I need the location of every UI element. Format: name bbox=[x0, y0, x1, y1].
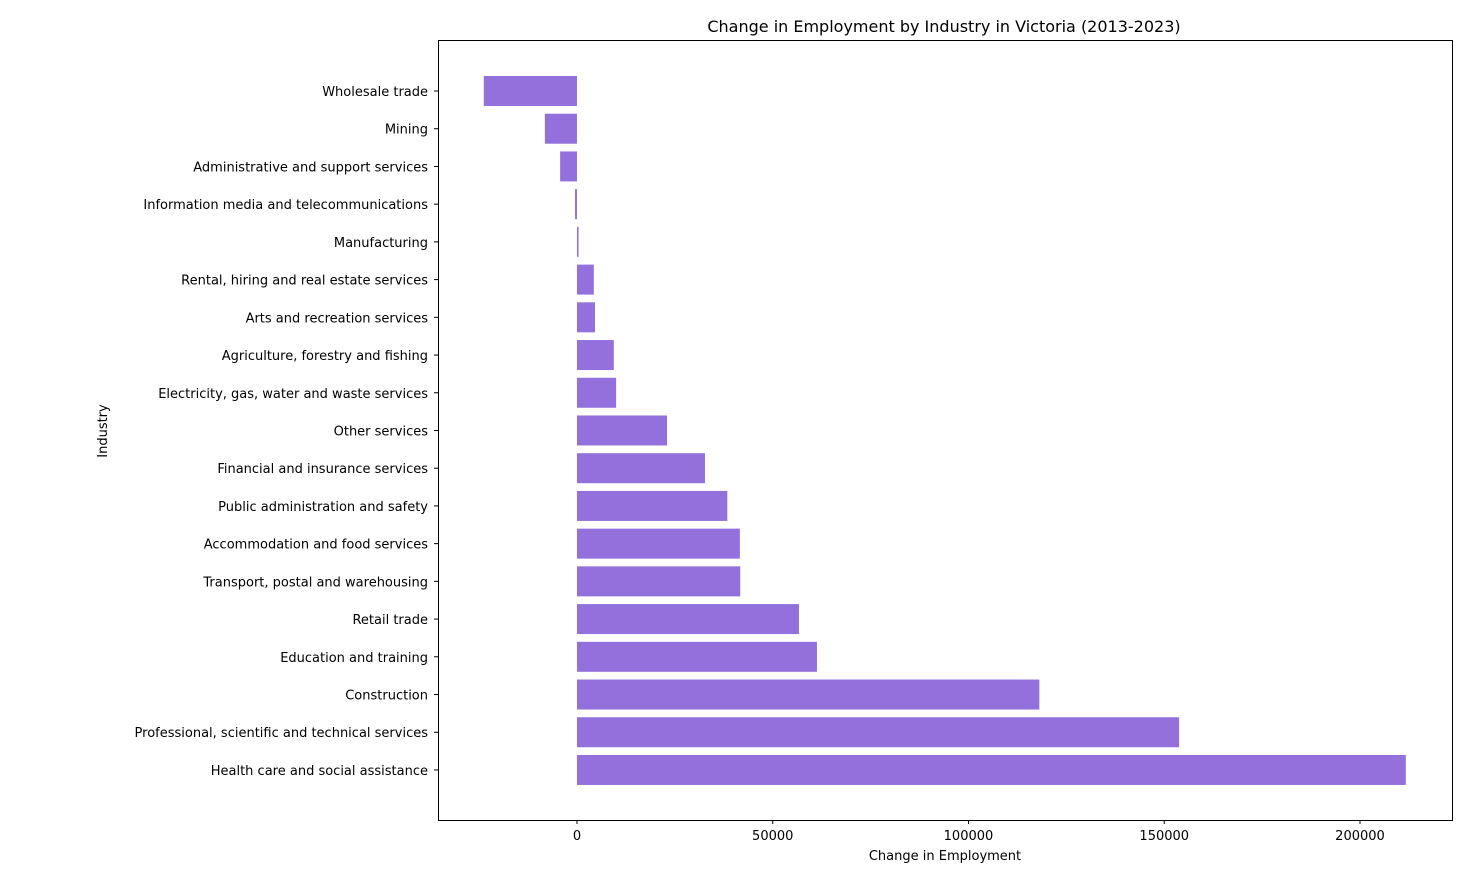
chart-title: Change in Employment by Industry in Vict… bbox=[707, 17, 1180, 36]
y-tick-label: Arts and recreation services bbox=[246, 311, 429, 326]
plot-frame bbox=[438, 40, 1453, 821]
y-tick-label: Rental, hiring and real estate services bbox=[181, 274, 428, 289]
bar bbox=[575, 189, 577, 220]
y-tick-label: Health care and social assistance bbox=[211, 764, 428, 779]
bar bbox=[483, 76, 577, 106]
bar bbox=[576, 453, 706, 484]
bar bbox=[576, 264, 594, 295]
bar bbox=[576, 679, 1040, 710]
y-axis-label: Industry bbox=[96, 404, 111, 458]
y-tick-label: Public administration and safety bbox=[218, 500, 428, 515]
bar bbox=[576, 377, 617, 408]
x-tick-label: 50000 bbox=[752, 829, 793, 844]
bar bbox=[576, 641, 817, 672]
bar bbox=[576, 302, 595, 333]
bar bbox=[576, 604, 799, 635]
y-tick-label: Financial and insurance services bbox=[217, 462, 428, 477]
y-tick-label: Agriculture, forestry and fishing bbox=[222, 349, 428, 364]
x-tick-label: 150000 bbox=[1139, 829, 1189, 844]
y-tick-label: Other services bbox=[334, 424, 429, 439]
y-ticks-group: Wholesale trade Mining Administrative and … bbox=[135, 85, 438, 779]
y-tick-label: Information media and telecommunications bbox=[143, 198, 428, 213]
bar bbox=[576, 754, 1406, 785]
bar bbox=[576, 528, 740, 559]
bar bbox=[576, 490, 728, 521]
bar bbox=[544, 113, 577, 144]
bars-group bbox=[483, 76, 1406, 785]
x-tick-label: 100000 bbox=[944, 829, 994, 844]
y-tick-label: Administrative and support services bbox=[193, 160, 428, 175]
y-tick-label: Retail trade bbox=[352, 613, 428, 628]
bar bbox=[576, 226, 579, 257]
x-axis-label: Change in Employment bbox=[869, 849, 1021, 864]
y-tick-label: Accommodation and food services bbox=[204, 538, 428, 553]
bar bbox=[576, 566, 741, 597]
y-tick-label: Electricity, gas, water and waste servic… bbox=[158, 387, 428, 402]
x-tick-label: 0 bbox=[573, 829, 581, 844]
x-tick-label: 200000 bbox=[1335, 829, 1385, 844]
y-tick-label: Construction bbox=[345, 689, 428, 704]
bar bbox=[576, 340, 614, 371]
y-tick-label: Mining bbox=[385, 123, 428, 138]
y-tick-label: Professional, scientific and technical s… bbox=[135, 726, 429, 741]
bar bbox=[560, 151, 577, 182]
y-tick-label: Wholesale trade bbox=[322, 85, 428, 100]
x-ticks-group: 0 50000 100000 150000 200000 bbox=[573, 820, 1385, 844]
bar bbox=[576, 415, 668, 446]
y-tick-label: Education and training bbox=[280, 651, 428, 666]
bar bbox=[576, 717, 1180, 748]
y-tick-label: Transport, postal and warehousing bbox=[202, 575, 428, 590]
y-tick-label: Manufacturing bbox=[334, 236, 428, 251]
